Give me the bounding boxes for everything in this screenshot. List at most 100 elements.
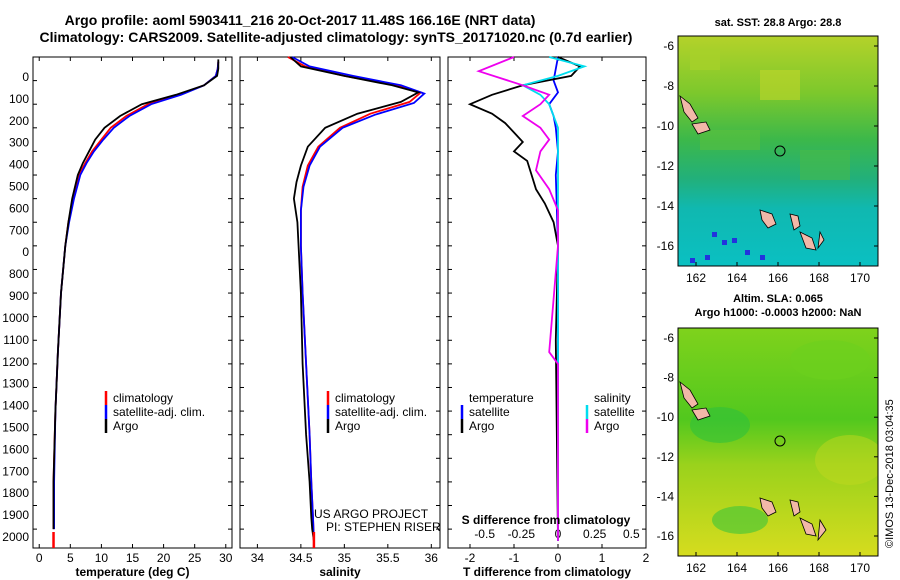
timestamp-label: ©IMOS 13-Dec-2018 03:04:35 bbox=[884, 399, 896, 548]
plot-frame bbox=[239, 56, 441, 549]
map-y-tick-label: -14 bbox=[657, 489, 675, 503]
s-diff-tick-label: 0.5 bbox=[623, 527, 640, 541]
map-x-tick-label: 170 bbox=[850, 561, 870, 575]
depth-tick-label: 1200 bbox=[2, 355, 29, 369]
salinity-panel: 34 34.5 35 35.5 36 salinity bbox=[239, 56, 441, 579]
x-tick-label: 15 bbox=[126, 551, 140, 565]
plot-frame bbox=[447, 56, 647, 549]
x-tick-label: 25 bbox=[188, 551, 202, 565]
map-x-tick-label: 164 bbox=[727, 561, 747, 575]
figure-title-line2: Climatology: CARS2009. Satellite-adjuste… bbox=[40, 29, 633, 45]
sst-map-ticks: 162 164 166 168 170 -6 -8 -10 -12 -14 -16 bbox=[657, 39, 878, 285]
map-y-tick-label: -6 bbox=[663, 331, 674, 345]
map-y-tick-label: -10 bbox=[657, 119, 675, 133]
legend-label-satellite: satellite-adj. clim. bbox=[335, 405, 427, 419]
depth-tick-label: 1000 bbox=[2, 311, 29, 325]
legend-label-t-satellite: satellite bbox=[469, 405, 510, 419]
difference-legend: temperature satellite Argo salinity sate… bbox=[460, 391, 635, 433]
depth-tick-label: 600 bbox=[9, 201, 29, 215]
map-x-tick-label: 168 bbox=[809, 271, 829, 285]
difference-top-axis-title: S difference from climatology bbox=[462, 513, 631, 527]
depth-tick-label: 1700 bbox=[2, 464, 29, 478]
map-x-tick-label: 168 bbox=[809, 561, 829, 575]
x-tick-label: 2 bbox=[643, 551, 650, 565]
depth-tick-label: 1500 bbox=[2, 420, 29, 434]
legend-label-climatology: climatology bbox=[113, 391, 173, 405]
x-tick-label: 1 bbox=[599, 551, 606, 565]
map-y-tick-label: -8 bbox=[663, 371, 674, 385]
depth-tick-label: 0 bbox=[22, 70, 29, 84]
series-line-satellite-adj-clim- bbox=[291, 56, 427, 541]
depth-tick-label: 1800 bbox=[2, 486, 29, 500]
series-line-s-satellite bbox=[520, 56, 588, 541]
legend-label-satellite: satellite-adj. clim. bbox=[113, 405, 205, 419]
depth-tick-label: 1100 bbox=[3, 333, 29, 347]
depth-tick-label: 2000 bbox=[2, 530, 29, 544]
series-line-argo bbox=[52, 59, 220, 530]
series-line-argo bbox=[289, 56, 421, 542]
sla-map-title1: Altim. SLA: 0.065 bbox=[733, 293, 823, 305]
x-tick-label: 20 bbox=[157, 551, 171, 565]
credit-line2: PI: STEPHEN RISER bbox=[326, 520, 441, 534]
x-tick-label: -2 bbox=[465, 551, 476, 565]
x-tick-label: 0 bbox=[555, 551, 562, 565]
legend-label-s-argo: Argo bbox=[594, 419, 620, 433]
sla-map-ticks: 162 164 166 168 170 -6 -8 -10 -12 -14 -16 bbox=[657, 331, 878, 575]
x-tick-label: -1 bbox=[509, 551, 520, 565]
sst-map-title: sat. SST: 28.8 Argo: 28.8 bbox=[715, 17, 842, 29]
depth-tick-label: 1600 bbox=[2, 442, 29, 456]
map-y-tick-label: -14 bbox=[657, 199, 675, 213]
x-tick-label: 0 bbox=[36, 551, 43, 565]
map-y-tick-label: -10 bbox=[657, 410, 675, 424]
x-axis-title: T difference from climatology bbox=[463, 565, 631, 579]
depth-tick-label: 700 bbox=[9, 223, 29, 237]
map-y-tick-label: -8 bbox=[663, 79, 674, 93]
x-tick-label: 35 bbox=[338, 551, 352, 565]
x-axis-title: temperature (deg C) bbox=[75, 565, 189, 579]
map-x-tick-label: 164 bbox=[727, 271, 747, 285]
x-tick-label: 10 bbox=[95, 551, 109, 565]
map-x-tick-label: 162 bbox=[686, 561, 706, 575]
argo-float-marker bbox=[774, 435, 786, 447]
map-y-tick-label: -12 bbox=[657, 159, 675, 173]
sst-map: sat. SST: 28.8 Argo: 28.8 162 164 166 168 17… bbox=[657, 17, 879, 285]
map-y-tick-label: -16 bbox=[657, 239, 675, 253]
x-tick-label: 35.5 bbox=[376, 551, 400, 565]
temperature-panel: 0 5 10 15 20 25 30 temperature (deg C) bbox=[32, 56, 233, 579]
map-y-tick-label: -16 bbox=[657, 529, 675, 543]
map-x-tick-label: 162 bbox=[686, 271, 706, 285]
s-diff-tick-label: 0.25 bbox=[583, 527, 607, 541]
sla-map: Altim. SLA: 0.065 Argo h1000: -0.0003 h2… bbox=[657, 293, 879, 575]
legend-label-climatology: climatology bbox=[335, 391, 395, 405]
depth-tick-label: 1400 bbox=[2, 399, 29, 413]
legend-label-s-satellite: satellite bbox=[594, 405, 635, 419]
map-x-tick-label: 166 bbox=[768, 271, 788, 285]
island-shape bbox=[679, 94, 699, 123]
depth-tick-label: 800 bbox=[9, 267, 29, 281]
depth-tick-label: 100 bbox=[9, 92, 29, 106]
depth-tick-label: 900 bbox=[9, 289, 29, 303]
argo-float-marker bbox=[774, 145, 786, 157]
map-y-tick-label: -6 bbox=[663, 39, 674, 53]
map-y-tick-label: -12 bbox=[657, 450, 675, 464]
legend-header-temperature: temperature bbox=[469, 391, 534, 405]
x-tick-label: 34.5 bbox=[289, 551, 313, 565]
depth-tick-label: 300 bbox=[9, 136, 29, 150]
map-x-tick-label: 166 bbox=[768, 561, 788, 575]
x-tick-label: 36 bbox=[425, 551, 439, 565]
temperature-legend: climatology satellite-adj. clim. Argo bbox=[104, 391, 205, 433]
depth-tick-label: 500 bbox=[9, 180, 29, 194]
depth-tick-label: 1300 bbox=[2, 377, 29, 391]
sla-map-title2: Argo h1000: -0.0003 h2000: NaN bbox=[695, 307, 862, 319]
map-x-tick-label: 170 bbox=[850, 271, 870, 285]
salinity-legend: climatology satellite-adj. clim. Argo bbox=[326, 391, 427, 433]
x-tick-label: 34 bbox=[251, 551, 265, 565]
plot-frame bbox=[32, 56, 233, 549]
s-diff-tick-label: -0.5 bbox=[474, 527, 495, 541]
difference-panel: -2 -1 0 1 2 T difference from climatology -0.5… bbox=[447, 56, 650, 579]
credit-line1: US ARGO PROJECT bbox=[314, 507, 429, 521]
series-line-s-argo bbox=[476, 56, 559, 541]
x-tick-label: 30 bbox=[219, 551, 233, 565]
depth-tick-label: 200 bbox=[9, 114, 29, 128]
